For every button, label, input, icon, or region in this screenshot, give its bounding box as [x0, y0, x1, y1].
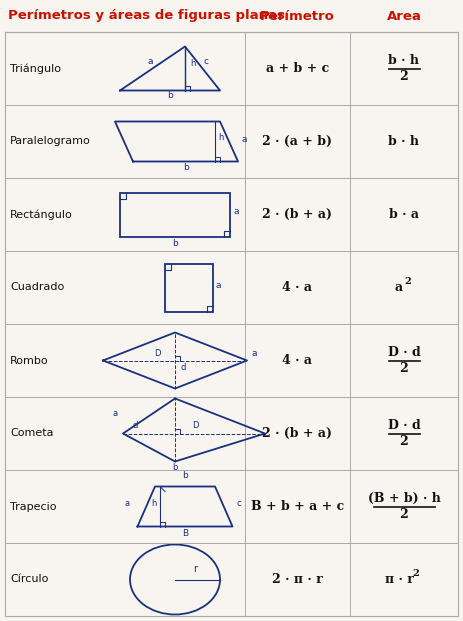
Text: 2 · (a + b): 2 · (a + b)	[263, 135, 332, 148]
Text: c: c	[237, 499, 241, 509]
Text: a: a	[148, 58, 153, 66]
Text: a: a	[252, 348, 257, 358]
Text: 4 · a: 4 · a	[282, 281, 313, 294]
Text: a: a	[233, 207, 238, 217]
Text: d: d	[180, 363, 186, 373]
Text: b · a: b · a	[389, 208, 419, 221]
Text: Rombo: Rombo	[10, 355, 49, 366]
Text: h: h	[151, 499, 157, 509]
Text: d: d	[132, 422, 138, 430]
Text: D · d: D · d	[388, 419, 420, 432]
Text: b: b	[172, 463, 178, 473]
Text: a: a	[395, 281, 403, 294]
Text: b: b	[182, 163, 188, 173]
Text: 2: 2	[413, 569, 419, 578]
Text: 2: 2	[405, 277, 411, 286]
Text: 2: 2	[400, 362, 408, 375]
Text: Cuadrado: Cuadrado	[10, 283, 64, 292]
Text: b: b	[172, 238, 178, 248]
Text: B + b + a + c: B + b + a + c	[251, 500, 344, 513]
Text: h: h	[190, 60, 195, 68]
Text: a: a	[113, 409, 118, 418]
Text: Triángulo: Triángulo	[10, 63, 61, 74]
Text: 2 · (b + a): 2 · (b + a)	[263, 208, 332, 221]
Text: 2: 2	[400, 70, 408, 83]
Text: Círculo: Círculo	[10, 574, 48, 584]
Text: (B + b) · h: (B + b) · h	[368, 492, 440, 505]
Text: a: a	[125, 499, 130, 509]
Text: b · h: b · h	[388, 135, 419, 148]
Text: 2: 2	[400, 508, 408, 521]
Text: Perímetros y áreas de figuras planas: Perímetros y áreas de figuras planas	[8, 9, 285, 22]
Text: a: a	[216, 281, 221, 289]
Text: 4 · a: 4 · a	[282, 354, 313, 367]
Text: Perímetro: Perímetro	[260, 9, 335, 22]
Text: 2 · π · r: 2 · π · r	[272, 573, 323, 586]
Text: b · h: b · h	[388, 54, 419, 67]
Text: Rectángulo: Rectángulo	[10, 209, 73, 220]
Text: h: h	[218, 132, 223, 142]
Text: D: D	[192, 422, 198, 430]
Text: c: c	[203, 58, 208, 66]
Text: Cometa: Cometa	[10, 428, 54, 438]
Text: Trapecio: Trapecio	[10, 502, 56, 512]
Text: b: b	[167, 91, 173, 101]
Bar	[165, 263, 213, 312]
Text: B: B	[182, 528, 188, 538]
Text: 2 · (b + a): 2 · (b + a)	[263, 427, 332, 440]
Text: Area: Area	[387, 9, 421, 22]
Text: a + b + c: a + b + c	[266, 62, 329, 75]
Text: b: b	[182, 471, 188, 481]
Text: Paralelogramo: Paralelogramo	[10, 137, 91, 147]
Text: D: D	[154, 348, 160, 358]
Bar	[120, 193, 230, 237]
Text: π · r: π · r	[385, 573, 413, 586]
Text: a: a	[241, 135, 246, 143]
Text: r: r	[193, 564, 197, 574]
Text: 2: 2	[400, 435, 408, 448]
Text: D · d: D · d	[388, 346, 420, 359]
